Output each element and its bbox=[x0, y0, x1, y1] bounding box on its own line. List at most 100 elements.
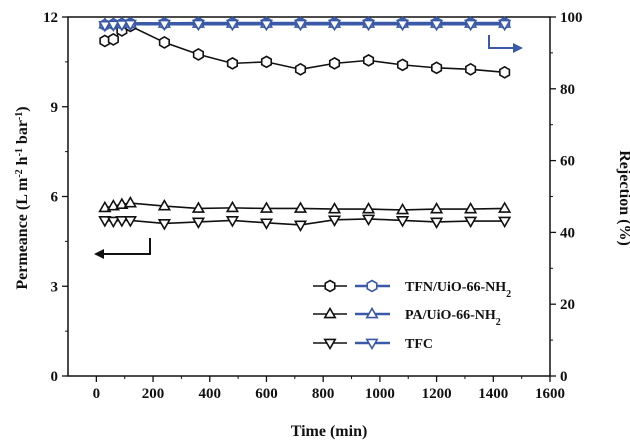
y-left-tick-label: 9 bbox=[51, 100, 59, 116]
y-right-tick-label: 60 bbox=[560, 154, 575, 170]
permeance-point bbox=[115, 197, 129, 209]
legend: TFN/UiO-66-NH2 PA/UiO-66-NH2 TFC bbox=[313, 279, 511, 352]
permeance-point bbox=[107, 33, 119, 46]
permeance-point bbox=[361, 214, 376, 227]
permeance-point bbox=[498, 216, 512, 229]
permeance-point bbox=[327, 215, 342, 227]
rejection-series bbox=[98, 19, 512, 33]
y-left-tick-label: 0 bbox=[51, 369, 59, 385]
legend-marker-permeance bbox=[324, 279, 336, 293]
x-tick-label: 600 bbox=[255, 386, 278, 402]
rejection-point bbox=[191, 19, 206, 32]
permeance-point bbox=[328, 56, 341, 70]
permeance-point bbox=[465, 62, 477, 76]
y-right-tick-label: 20 bbox=[560, 297, 575, 313]
permeance-point bbox=[123, 216, 137, 228]
x-tick-label: 1000 bbox=[365, 386, 395, 402]
permeance-point bbox=[294, 62, 307, 76]
permeance-point bbox=[225, 200, 240, 213]
x-axis-ticks: 0 200 400 600 800 1000 1200 1400 1600 bbox=[93, 376, 565, 402]
permeance-point bbox=[431, 61, 443, 75]
x-tick-label: 1600 bbox=[535, 386, 565, 402]
permeance-point bbox=[106, 216, 120, 229]
legend-entry: TFC bbox=[313, 337, 433, 352]
permeance-point bbox=[157, 198, 172, 211]
permeance-point bbox=[115, 216, 129, 228]
y-left-axis-title: Permeance (L m-2 h-1 bar-1) bbox=[14, 106, 32, 289]
permeance-point bbox=[396, 58, 409, 72]
rejection-point bbox=[98, 20, 112, 33]
y-left-tick-label: 6 bbox=[51, 190, 59, 206]
axis-indicator-arrows bbox=[94, 35, 523, 259]
rejection-point bbox=[225, 19, 240, 32]
x-tick-label: 200 bbox=[142, 386, 165, 402]
rejection-point bbox=[157, 19, 172, 32]
legend-entry: TFN/UiO-66-NH2 bbox=[313, 279, 511, 300]
rejection-point bbox=[123, 19, 137, 32]
permeance-point bbox=[362, 53, 375, 67]
y-right-tick-label: 40 bbox=[560, 225, 575, 241]
permeance-point bbox=[225, 216, 240, 228]
rejection-point bbox=[106, 20, 120, 33]
x-tick-label: 800 bbox=[312, 386, 335, 402]
legend-entry: PA/UiO-66-NH2 bbox=[313, 306, 501, 328]
x-tick-label: 1400 bbox=[478, 386, 508, 402]
rejection-point bbox=[429, 19, 444, 32]
permeance-point bbox=[395, 216, 410, 228]
permeance-point bbox=[226, 56, 239, 70]
permeance-point bbox=[361, 201, 376, 214]
y-right-tick-label: 0 bbox=[560, 369, 568, 385]
permeance-point bbox=[192, 47, 204, 61]
permeance-point bbox=[293, 201, 308, 213]
permeance-point bbox=[106, 198, 120, 211]
legend-marker-rejection bbox=[366, 279, 378, 293]
permeance-point bbox=[429, 217, 444, 230]
permeance-point bbox=[464, 216, 478, 229]
y-left-axis-ticks: 0 3 6 9 12 bbox=[43, 10, 68, 385]
legend-marker-permeance bbox=[323, 306, 337, 319]
rejection-point bbox=[361, 19, 376, 32]
permeance-point bbox=[123, 195, 137, 208]
legend-label: TFN/UiO-66-NH2 bbox=[405, 280, 511, 300]
left-axis-arrow-line bbox=[100, 238, 151, 255]
legend-marker-rejection bbox=[365, 338, 379, 351]
right-axis-arrow-line bbox=[488, 35, 516, 49]
permeance-series bbox=[98, 195, 512, 215]
permeance-point bbox=[259, 218, 274, 230]
rejection-point bbox=[498, 19, 512, 32]
legend-label: PA/UiO-66-NH2 bbox=[405, 308, 501, 328]
series-layer bbox=[98, 16, 512, 233]
y-right-tick-label: 100 bbox=[560, 10, 583, 26]
permeance-series bbox=[99, 19, 511, 79]
permeance-point bbox=[191, 201, 206, 213]
permeance-point bbox=[499, 65, 511, 79]
permeance-point bbox=[429, 201, 444, 214]
y-left-tick-label: 3 bbox=[51, 279, 59, 295]
y-right-tick-label: 80 bbox=[560, 82, 575, 98]
y-right-axis-title: Rejection (%) bbox=[616, 150, 630, 246]
permeance-point bbox=[191, 217, 206, 230]
rejection-point bbox=[464, 19, 478, 32]
permeance-point bbox=[98, 200, 112, 213]
x-tick-label: 400 bbox=[199, 386, 222, 402]
permeance-point bbox=[260, 55, 273, 69]
permeance-point bbox=[464, 201, 478, 214]
left-axis-arrow-head bbox=[94, 249, 104, 259]
rejection-point bbox=[259, 19, 274, 32]
permeance-point bbox=[158, 36, 170, 49]
legend-label: TFC bbox=[405, 337, 433, 352]
x-axis-title: Time (min) bbox=[291, 423, 368, 440]
permeance-point bbox=[327, 201, 342, 214]
legend-marker-rejection bbox=[365, 306, 379, 319]
permeance-point bbox=[498, 201, 512, 213]
legend-marker-permeance bbox=[323, 338, 337, 351]
rejection-point bbox=[395, 19, 410, 32]
x-tick-label: 1200 bbox=[422, 386, 452, 402]
permeance-point bbox=[157, 219, 172, 231]
permeance-series bbox=[98, 214, 512, 233]
permeance-point bbox=[259, 201, 274, 213]
rejection-point bbox=[293, 19, 308, 32]
rejection-point bbox=[327, 19, 342, 32]
x-tick-label: 0 bbox=[93, 386, 101, 402]
